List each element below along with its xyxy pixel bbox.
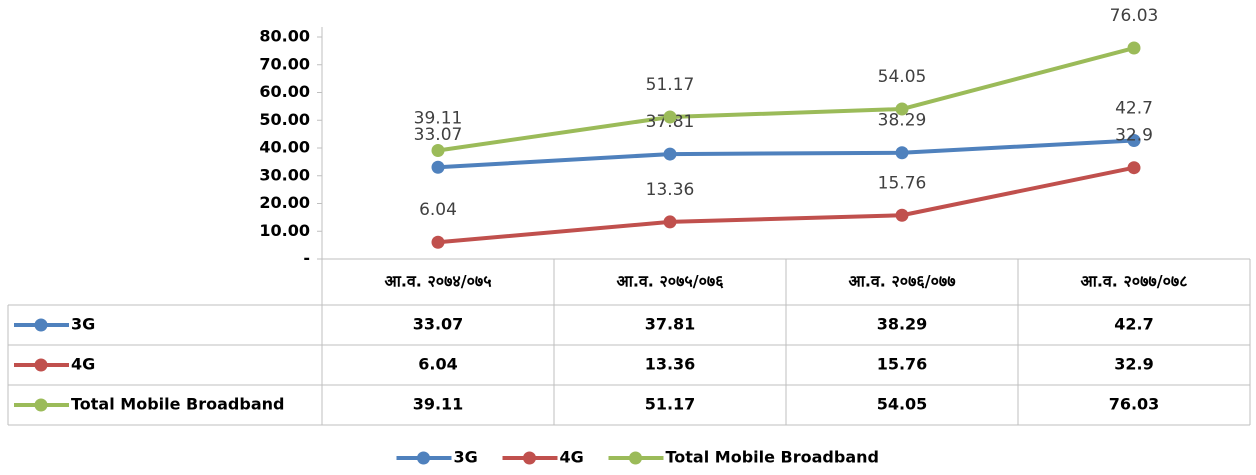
data-label: 51.17: [646, 75, 695, 95]
table-cell: 37.81: [645, 315, 696, 334]
legend-label: Total Mobile Broadband: [666, 448, 879, 467]
data-label: 15.76: [878, 173, 927, 193]
legend-dot: [523, 451, 536, 465]
data-label: 13.36: [646, 180, 695, 200]
data-label: 39.11: [414, 108, 463, 128]
table-row-name: Total Mobile Broadband: [71, 395, 284, 414]
y-tick-label: 80.00: [259, 27, 310, 46]
series-line: [437, 138, 1135, 170]
y-tick-label: 20.00: [259, 193, 310, 212]
data-point: [1127, 161, 1141, 175]
series-line: [437, 46, 1135, 153]
table-legend-dot: [34, 398, 48, 412]
x-tick-label: आ.व. २०७६/०७७: [848, 272, 955, 291]
table-cell: 6.04: [418, 355, 457, 374]
table-cell: 51.17: [645, 395, 696, 414]
data-label: 32.9: [1115, 126, 1153, 146]
y-tick-label: 70.00: [259, 54, 310, 73]
table-cell: 54.05: [877, 395, 928, 414]
legend-label: 3G: [454, 448, 478, 467]
x-tick-label: आ.व. २०७४/०७५: [384, 272, 491, 291]
series-line: [437, 165, 1135, 245]
y-tick-label: 40.00: [259, 138, 310, 157]
data-point: [663, 147, 677, 161]
data-label: 54.05: [878, 67, 927, 87]
x-tick-label: आ.व. २०७५/०७६: [616, 272, 724, 291]
data-point: [431, 143, 445, 157]
legend-dot: [629, 451, 642, 465]
table-row-name: 3G: [71, 315, 95, 334]
y-tick-label: 60.00: [259, 82, 310, 101]
legend-label: 4G: [560, 448, 584, 467]
y-tick-label: 10.00: [259, 221, 310, 240]
y-tick-label: -: [303, 249, 310, 268]
data-point: [895, 146, 909, 160]
data-label: 33.07: [414, 125, 463, 145]
table-cell: 32.9: [1114, 355, 1153, 374]
data-point: [663, 215, 677, 229]
data-label: 76.03: [1110, 6, 1159, 26]
data-point: [895, 102, 909, 116]
data-label: 6.04: [419, 200, 457, 220]
table-legend-dot: [34, 318, 48, 332]
data-point: [663, 110, 677, 124]
data-point: [895, 208, 909, 222]
table-row-name: 4G: [71, 355, 95, 374]
table-cell: 13.36: [645, 355, 696, 374]
table-cell: 39.11: [413, 395, 464, 414]
x-tick-label: आ.व. २०७७/०७८: [1080, 272, 1187, 291]
table-cell: 76.03: [1109, 395, 1160, 414]
data-label: 38.29: [878, 111, 927, 131]
data-point: [431, 235, 445, 249]
data-point: [431, 160, 445, 174]
table-cell: 38.29: [877, 315, 928, 334]
data-label: 42.7: [1115, 99, 1153, 119]
legend-dot: [417, 451, 430, 465]
table-legend-dot: [34, 358, 48, 372]
data-point: [1127, 41, 1141, 55]
table-cell: 15.76: [877, 355, 928, 374]
table-cell: 33.07: [413, 315, 464, 334]
data-point: [1127, 134, 1141, 148]
y-tick-label: 30.00: [259, 165, 310, 184]
y-tick-label: 50.00: [259, 110, 310, 129]
table-cell: 42.7: [1114, 315, 1153, 334]
